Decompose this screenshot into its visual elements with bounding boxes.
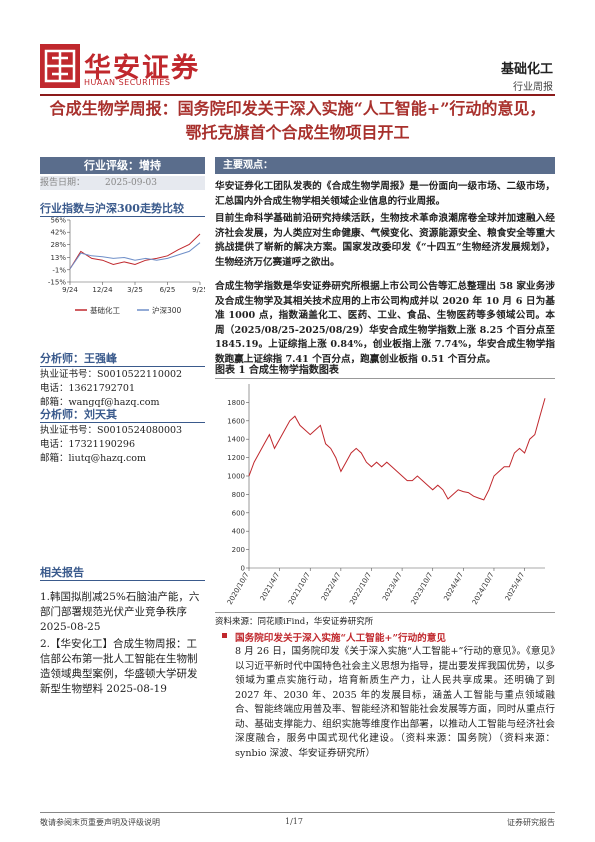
related-list: 1.韩国拟削减25%石脑油产能，六部门部署规范光伏产业竞争秩序 2025-08-… <box>40 590 205 697</box>
x-tick-label: 2022/4/7 <box>320 571 343 602</box>
related-date: 2025-08-19 <box>106 683 167 695</box>
y-tick-label: 1000 <box>227 473 245 481</box>
paragraph: 合成生物学指数是华安证券研究所根据上市公司公告等汇总整理出 58 家业务涉及合成… <box>215 281 555 365</box>
x-tick-label: 2024/10/7 <box>471 571 496 606</box>
date-value: 2025-09-03 <box>105 178 157 188</box>
footer-left: 敬请参阅末页重要声明及评级说明 <box>40 818 160 827</box>
logo-name: 华安证券 <box>84 53 200 84</box>
analyst-email: 邮箱：liutq@hazq.com <box>40 453 147 464</box>
x-tick-label: 3/25 <box>127 286 143 294</box>
news-body: 8 月 26 日，国务院印发《关于深入实施“人工智能+”行动的意见》。《意见》以… <box>235 646 555 759</box>
series-line <box>248 398 546 501</box>
y-tick-label: -1% <box>52 266 66 274</box>
x-tick-label: 2021/4/7 <box>259 571 282 602</box>
report-title: 合成生物学周报：国务院印发关于深入实施“人工智能+”行动的意见，鄂托克旗首个合成… <box>49 99 546 142</box>
footer-right: 证券研究报告 <box>507 818 555 827</box>
report-type: 行业周报 <box>513 82 553 93</box>
y-tick-label: 56% <box>50 217 66 225</box>
synbio-chart: 0 200 400 600 800 1000 1200 1400 1600 1800 2020/10… <box>226 384 546 606</box>
y-tick-label: 1600 <box>227 417 245 425</box>
y-tick-label: 200 <box>232 546 245 554</box>
index-chart: 56% 42% 28% 13% -1% -15%9/24 12/24 3/25 6/25 9/25… <box>48 217 205 316</box>
x-tick-label: 2024/4/7 <box>442 571 465 602</box>
related-item: 1.韩国拟削减25%石脑油产能，六部门部署规范光伏产业竞争秩序 2025-08-… <box>40 590 205 635</box>
bullet <box>222 633 227 638</box>
x-tick-label: 2023/10/7 <box>410 571 435 606</box>
figure-caption: 图表 1 合成生物学指数图表 <box>215 361 555 379</box>
header-rule <box>40 94 555 96</box>
x-tick-label: 2021/10/7 <box>287 571 312 606</box>
report-date: 报告日期： 2025-09-03 <box>40 176 205 190</box>
y-tick-label: 400 <box>232 528 245 536</box>
y-tick-label: 600 <box>232 509 245 517</box>
y-tick-label: 800 <box>232 491 245 499</box>
analyst-name: 分析师：王强峰 <box>40 350 205 367</box>
related-text: 1.韩国拟削减25%石脑油产能，六部门部署规范光伏产业竞争秩序 <box>40 591 200 618</box>
main-heading: 主要观点： <box>215 157 555 174</box>
y-tick-label: 42% <box>50 229 66 237</box>
x-tick-label: 6/25 <box>160 286 176 294</box>
y-tick-label: 1200 <box>227 454 245 462</box>
x-tick-label: 2025/4/7 <box>504 571 527 602</box>
related-item: 2.【华安化工】合成生物周报：工信部公布第一批人工智能在生物制造领域典型案例，华… <box>40 637 205 697</box>
x-tick-label: 2023/4/7 <box>381 571 404 602</box>
related-text: 2.【华安化工】合成生物周报：工信部公布第一批人工智能在生物制造领域典型案例，华… <box>40 638 198 695</box>
news-heading: 国务院印发关于深入实施“人工智能+”行动的意见 <box>235 633 446 644</box>
x-tick-label: 9/25 <box>192 286 205 294</box>
logo-icon <box>40 44 80 88</box>
index-chart-title: 行业指数与沪深300走势比较 <box>40 200 205 217</box>
y-tick-label: 28% <box>50 241 66 249</box>
analyst-cert: 执业证书号：S0010524080003 <box>40 425 183 436</box>
logo-en: HUAAN SECURITIES <box>84 78 171 87</box>
x-tick-label: 9/24 <box>62 286 78 294</box>
related-date: 2025-08-25 <box>40 621 101 633</box>
x-tick-label: 12/24 <box>92 286 113 294</box>
analyst-cert: 执业证书号：S0010522110002 <box>40 369 183 380</box>
analyst-phone: 电话：13621792701 <box>40 383 135 394</box>
legend-label: 沪深300 <box>152 305 182 315</box>
y-tick-label: 1400 <box>227 436 245 444</box>
y-tick-label: 13% <box>50 254 66 262</box>
rating: 行业评级：增持 <box>40 157 205 174</box>
x-tick-label: 2022/10/7 <box>348 571 373 606</box>
series-line <box>69 242 201 270</box>
related-title: 相关报告 <box>40 564 205 581</box>
industry: 基础化工 <box>500 62 553 77</box>
y-tick-label: 0 <box>241 565 245 573</box>
figure-source: 资料来源：同花顺iFind，华安证券研究所 <box>215 612 555 627</box>
y-tick-label: -15% <box>48 279 66 287</box>
page-number: 1/17 <box>285 817 303 826</box>
footer-rule <box>40 812 555 813</box>
date-label: 报告日期： <box>40 178 86 188</box>
x-tick-label: 2020/10/7 <box>226 571 251 606</box>
analyst-name: 分析师：刘天其 <box>40 406 205 423</box>
analyst-phone: 电话：17321190296 <box>40 439 135 450</box>
legend-label: 基础化工 <box>90 305 120 315</box>
y-tick-label: 1800 <box>227 399 245 407</box>
analyst-email: 邮箱：wangqf@hazq.com <box>40 397 160 408</box>
paragraph: 华安证券化工团队发表的《合成生物学周报》是一份面向一级市场、二级市场，汇总国内外… <box>215 181 555 207</box>
series-line <box>69 233 201 270</box>
paragraph: 目前生命科学基础前沿研究持续活跃，生物技术革命浪潮席卷全球并加速融入经济社会发展… <box>215 213 555 268</box>
